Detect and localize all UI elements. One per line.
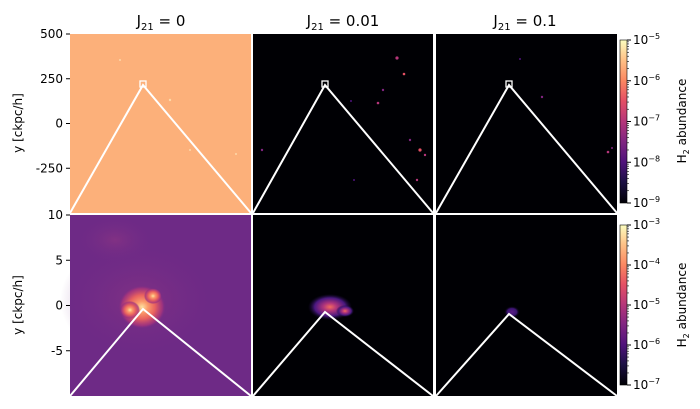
column-title-0: J21 = 0 <box>136 12 186 33</box>
zoom-box <box>321 80 329 88</box>
colorbar-tick-label: 10−8 <box>633 154 660 169</box>
y-tick-label: -5 <box>51 344 63 358</box>
speck <box>519 58 521 60</box>
dense-clump <box>336 305 354 317</box>
colorbar-tick-label: 10−3 <box>633 217 660 232</box>
colorbar-tick-label: 10−4 <box>633 257 660 272</box>
speck <box>168 98 172 102</box>
y-tick-label: 5 <box>55 253 63 267</box>
column-title-2: J21 = 0.1 <box>492 12 556 33</box>
colorbar-tick-label: 10−7 <box>633 377 660 392</box>
colorbar-tick-label: 10−7 <box>633 114 660 129</box>
speck <box>606 150 610 154</box>
speck <box>376 101 380 105</box>
speck <box>260 148 264 152</box>
colorbar-row-2-label: H2 abundance <box>675 263 691 348</box>
speck <box>189 149 191 151</box>
column-titles: J21 = 0 J21 = 0.01 J21 = 0.1 <box>136 12 557 33</box>
colorbar-tick-label: 10−5 <box>633 32 660 47</box>
colorbar-row-1-label: H2 abundance <box>675 79 691 164</box>
speck <box>415 178 419 182</box>
row-2-ylabel: y [ckpc/h] <box>11 275 25 335</box>
colorbar-tick-label: 10−5 <box>633 297 660 312</box>
halo <box>75 215 155 265</box>
colorbar-tick-label: 10−9 <box>633 195 660 210</box>
column-title-1: J21 = 0.01 <box>306 12 380 33</box>
colorbar-row-1: H2 abundance 10−5 10−6 10−7 10−8 10−9 <box>619 32 691 210</box>
panel-r2-c3-image <box>436 215 617 396</box>
speck <box>402 72 406 76</box>
speck <box>381 88 385 92</box>
zoom-cone <box>435 83 618 214</box>
zoom-box <box>139 80 147 88</box>
speck <box>611 147 613 149</box>
colorbar-row-1-scale <box>619 39 628 204</box>
row-1-panels <box>69 34 618 214</box>
panel-r1-c2 <box>252 34 434 214</box>
y-tick-label: 500 <box>40 27 63 41</box>
zoom-cone-lines <box>252 310 434 397</box>
y-tick-label: 0 <box>55 299 63 313</box>
y-tick-label: 10 <box>48 208 63 222</box>
speck <box>423 153 427 157</box>
speck <box>408 138 412 142</box>
y-tick-label: 250 <box>40 72 63 86</box>
panel-r2-c1 <box>60 215 252 397</box>
panel-r1-c3 <box>435 34 618 214</box>
speck <box>235 153 237 155</box>
panel-r2-c2 <box>252 215 434 397</box>
y-tick-label: -250 <box>36 161 63 175</box>
speck <box>418 148 422 152</box>
row-1-ylabel: y [ckpc/h] <box>11 93 25 153</box>
row-1-y-axis: 500 250 0 -250 <box>36 27 70 175</box>
colorbar-tick-label: 10−6 <box>633 337 660 352</box>
panel-r1-c1-image <box>70 34 251 213</box>
colorbar-tick-label: 10−6 <box>633 73 660 88</box>
panel-r1-c1 <box>69 34 252 214</box>
zoom-cone-lines <box>69 307 252 397</box>
colorbar-row-2: H2 abundance 10−3 10−4 10−5 10−6 10−7 <box>619 217 691 392</box>
speck <box>350 100 352 102</box>
panel-r1-c2-image <box>253 34 433 213</box>
speck <box>119 59 121 61</box>
zoom-box <box>505 80 513 88</box>
dense-clump <box>144 288 162 304</box>
panel-r2-c3 <box>435 215 618 397</box>
row-2-panels <box>60 215 618 397</box>
row-2-y-axis: 10 5 0 -5 <box>48 208 70 358</box>
speck <box>353 179 355 181</box>
colorbar-row-2-scale <box>619 224 628 386</box>
speck <box>540 95 544 99</box>
zoom-cone <box>69 83 252 214</box>
dense-clump <box>120 301 140 319</box>
zoom-cone-lines <box>435 312 618 397</box>
panel-r1-c3-image <box>436 34 617 213</box>
zoom-cone <box>252 83 434 214</box>
speck <box>395 56 399 60</box>
y-tick-label: 0 <box>55 117 63 131</box>
